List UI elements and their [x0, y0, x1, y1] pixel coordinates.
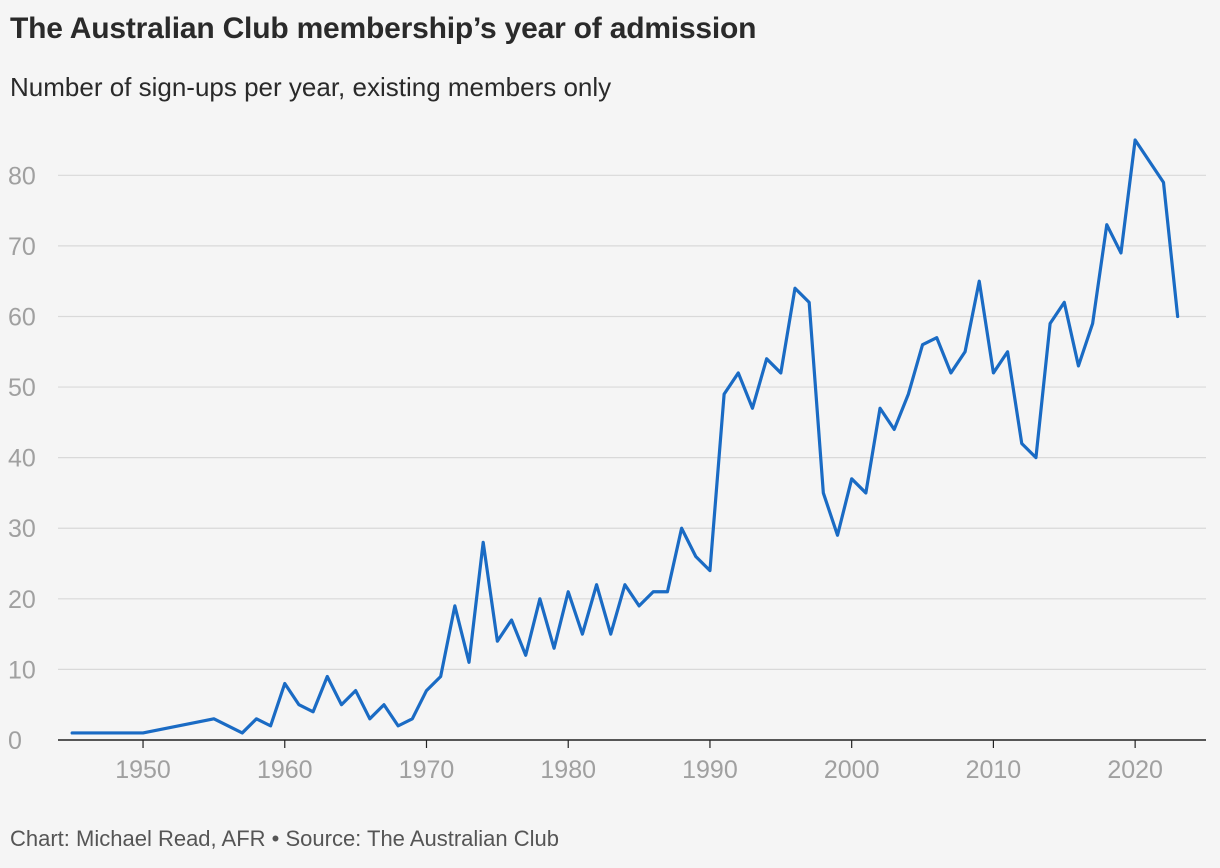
data-point-1997: [807, 300, 811, 304]
series-line-0: [70, 138, 1180, 735]
data-point-1987: [665, 590, 669, 594]
data-point-1988: [680, 526, 684, 530]
series-layer: [70, 138, 1180, 735]
data-point-2010: [991, 371, 995, 375]
x-tick-label-1960: 1960: [257, 756, 313, 784]
y-tick-label-60: 60: [8, 303, 36, 331]
x-tick-label-2000: 2000: [824, 756, 880, 784]
data-point-2013: [1034, 456, 1038, 460]
data-point-1999: [836, 533, 840, 537]
data-point-2014: [1048, 322, 1052, 326]
data-point-2005: [921, 343, 925, 347]
data-point-1984: [623, 583, 627, 587]
data-point-1973: [467, 660, 471, 664]
data-point-1969: [410, 717, 414, 721]
data-point-1993: [750, 406, 754, 410]
y-tick-label-0: 0: [8, 727, 22, 755]
data-point-2019: [1119, 251, 1123, 255]
data-point-1966: [368, 717, 372, 721]
data-point-1986: [651, 590, 655, 594]
y-axis-ticks: 0 10 20 30 40 50 60 70 80: [8, 162, 36, 755]
x-tick-label-1990: 1990: [682, 756, 738, 784]
data-point-2006: [935, 336, 939, 340]
data-point-1980: [566, 590, 570, 594]
x-tick-label-2010: 2010: [966, 756, 1022, 784]
y-tick-label-30: 30: [8, 515, 36, 543]
data-point-1957: [240, 731, 244, 735]
data-point-1955: [212, 717, 216, 721]
data-point-2004: [906, 392, 910, 396]
y-tick-label-20: 20: [8, 586, 36, 614]
data-point-1964: [339, 703, 343, 707]
data-point-2009: [977, 279, 981, 283]
chart-subtitle: Number of sign-ups per year, existing me…: [10, 72, 612, 102]
x-axis-ticks: 1950 1960 1970 1980 1990 2000 2010 2020: [115, 740, 1163, 784]
data-point-1996: [793, 286, 797, 290]
data-point-2018: [1105, 223, 1109, 227]
data-point-1976: [510, 618, 514, 622]
x-tick-label-1950: 1950: [115, 756, 171, 784]
data-point-1960: [283, 682, 287, 686]
y-tick-label-40: 40: [8, 445, 36, 473]
data-point-2020: [1133, 138, 1137, 142]
data-point-1981: [580, 632, 584, 636]
data-point-2017: [1091, 322, 1095, 326]
data-point-1975: [495, 639, 499, 643]
data-point-2000: [850, 477, 854, 481]
data-point-1971: [439, 674, 443, 678]
data-point-1950: [141, 731, 145, 735]
data-point-1982: [595, 583, 599, 587]
data-point-2007: [949, 371, 953, 375]
data-point-2023: [1176, 314, 1180, 318]
data-point-1985: [637, 604, 641, 608]
data-point-1968: [396, 724, 400, 728]
data-point-1967: [382, 703, 386, 707]
data-point-1965: [354, 689, 358, 693]
data-point-1945: [70, 731, 74, 735]
data-point-1992: [736, 371, 740, 375]
x-tick-label-1980: 1980: [540, 756, 596, 784]
data-point-2011: [1006, 350, 1010, 354]
data-point-1989: [694, 554, 698, 558]
y-tick-label-80: 80: [8, 162, 36, 190]
data-point-1979: [552, 646, 556, 650]
data-point-1958: [254, 717, 258, 721]
data-point-2008: [963, 350, 967, 354]
data-point-1962: [311, 710, 315, 714]
data-point-1995: [779, 371, 783, 375]
chart-source: Chart: Michael Read, AFR • Source: The A…: [10, 826, 560, 851]
y-tick-label-70: 70: [8, 233, 36, 261]
x-tick-label-2020: 2020: [1107, 756, 1163, 784]
data-point-2016: [1076, 364, 1080, 368]
data-point-1998: [821, 491, 825, 495]
data-point-2022: [1161, 180, 1165, 184]
data-point-1974: [481, 540, 485, 544]
data-point-1959: [269, 724, 273, 728]
chart-title: The Australian Club membership’s year of…: [10, 12, 757, 45]
data-point-2002: [878, 406, 882, 410]
y-tick-label-50: 50: [8, 374, 36, 402]
data-point-2001: [864, 491, 868, 495]
gridlines: [58, 174, 1206, 671]
data-point-2003: [892, 427, 896, 431]
data-point-1978: [538, 597, 542, 601]
y-tick-label-10: 10: [8, 656, 36, 684]
data-point-1983: [609, 632, 613, 636]
data-point-1991: [722, 392, 726, 396]
x-tick-label-1970: 1970: [399, 756, 455, 784]
data-point-1961: [297, 703, 301, 707]
data-point-1990: [708, 569, 712, 573]
data-point-1977: [524, 653, 528, 657]
data-point-2015: [1062, 300, 1066, 304]
data-point-1970: [424, 689, 428, 693]
data-point-1994: [765, 357, 769, 361]
data-point-1972: [453, 604, 457, 608]
data-point-2012: [1020, 442, 1024, 446]
data-point-1963: [325, 674, 329, 678]
